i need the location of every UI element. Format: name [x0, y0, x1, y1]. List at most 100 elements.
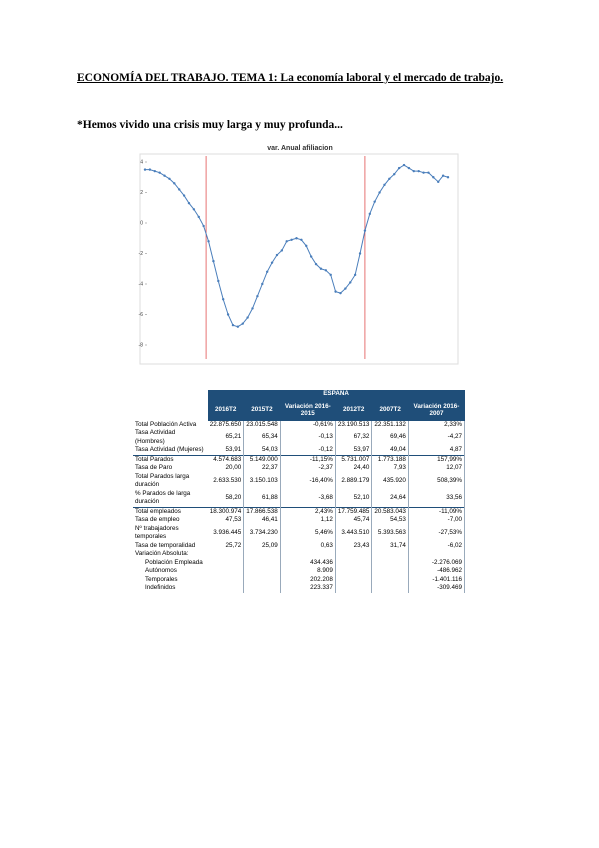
column-header: 2016T2 [207, 398, 244, 421]
table-cell: 33,56 [408, 489, 466, 507]
data-point [197, 215, 200, 219]
table-cell: 5,46% [280, 524, 336, 542]
data-point [300, 238, 303, 241]
data-point [192, 208, 196, 211]
table-cell: -27,53% [408, 524, 466, 542]
table-cell: Total Parados larga duración [135, 472, 190, 489]
data-point [383, 183, 386, 187]
table-cell: 53,97 [335, 446, 373, 455]
table-cell: -0,12 [280, 446, 336, 455]
table-cell: 2.889.179 [335, 472, 373, 490]
table-cell: 24,64 [371, 489, 409, 507]
table-row: Total Población Activa 22.875.650 23.015.5… [133, 420, 466, 429]
table-cell: Tasa de temporalidad [135, 541, 196, 549]
data-point [221, 298, 225, 301]
group-header [133, 390, 208, 399]
table-cell: Tasa de empleo [135, 516, 180, 523]
table-cell: 4.574.683 [207, 454, 245, 464]
table-cell: 2.633.530 [207, 472, 245, 490]
header-row: 2016T2 2015T2 Variación 2016-2015 2012T2 200… [133, 398, 465, 421]
data-point [407, 166, 411, 170]
data-point [324, 269, 328, 272]
table-cell [243, 567, 281, 576]
data-point [422, 171, 425, 174]
data-point [441, 174, 445, 177]
y-tick-label: 4 [140, 159, 143, 165]
data-point [153, 169, 156, 173]
table-cell: Autónomos [145, 567, 177, 574]
data-point [295, 237, 298, 240]
data-point [265, 270, 269, 273]
data-point [275, 253, 279, 257]
table-cell: Indefinidos [145, 584, 176, 591]
data-point [290, 238, 293, 241]
table-cell: 65,21 [207, 429, 245, 446]
y-tick-label: -2 [139, 251, 144, 257]
data-point [285, 240, 288, 243]
data-point [173, 182, 176, 185]
table-cell: 434.436 [280, 558, 336, 567]
data-point [207, 240, 210, 243]
data-point [427, 171, 430, 174]
data-point [261, 282, 264, 286]
table-row: Tasa de empleo 47,53 46,41 1,12 45,74 54,53 -7… [133, 516, 466, 525]
data-point [344, 287, 347, 290]
table-cell [335, 558, 373, 567]
table-cell: Nº trabajadores temporales [135, 524, 179, 541]
table-cell: -4,27 [408, 429, 466, 446]
table-cell: -0,13 [280, 429, 336, 446]
data-point [158, 171, 161, 174]
data-point [339, 291, 342, 295]
table-cell: 157,99% [408, 454, 466, 464]
table-cell: -309.469 [408, 584, 466, 593]
data-point [314, 262, 318, 266]
table-cell: -7,00 [408, 516, 466, 525]
table-cell: 3.150.103 [243, 472, 281, 490]
table-cell: 23.015.548 [243, 420, 281, 429]
table-cell [243, 558, 281, 567]
data-point [329, 273, 332, 277]
data-point [178, 188, 181, 191]
data-point [358, 252, 362, 255]
data-point [168, 177, 171, 180]
table-cell: Tasa de Paro [135, 464, 173, 471]
doc-title: ECONOMÍA DEL TRABAJO. TEMA 1: La economí… [77, 72, 504, 84]
table-cell: 23,43 [335, 541, 373, 550]
table-cell: 18.300.974 [207, 506, 245, 516]
table-cell: 69,46 [371, 429, 409, 446]
table-cell: Temporales [145, 575, 178, 583]
data-point [163, 174, 166, 177]
table-row: Nº trabajadores temporales 3.936.445 3.734… [133, 524, 466, 542]
table-cell: 25,72 [207, 541, 245, 550]
table-cell: 3.936.445 [207, 524, 245, 542]
table-cell: 54,03 [243, 446, 281, 455]
table-cell: 7,93 [371, 464, 409, 473]
table-cell: 8.909 [280, 567, 336, 576]
data-point [437, 180, 440, 184]
table-row: Tasa Actividad (Hombres) 65,21 65,34 -0,13 6… [133, 429, 466, 446]
table-cell [335, 575, 373, 584]
table-cell: 58,20 [207, 489, 245, 507]
data-point [187, 201, 191, 205]
table-cell [371, 550, 409, 559]
data-point [212, 259, 215, 263]
table-cell: 20.583.043 [371, 506, 409, 516]
table-cell: Tasa Actividad (Mujeres) [135, 446, 204, 453]
table-cell: 22.875.650 [207, 420, 245, 429]
data-point [402, 163, 406, 167]
data-point [241, 322, 244, 325]
table-row: Tasa Actividad (Mujeres) 53,91 54,03 -0,12 5… [133, 446, 466, 455]
data-point [334, 290, 337, 293]
table-cell: 24,40 [335, 464, 373, 473]
table-cell [371, 558, 409, 567]
y-tick-label: 0 [140, 220, 143, 226]
table-cell: 0,63 [280, 541, 336, 550]
table-cell: 2,43% [280, 506, 336, 516]
column-header [133, 398, 208, 421]
table-cell: 61,88 [243, 489, 281, 507]
data-point [397, 166, 401, 170]
table-cell: 45,74 [335, 516, 373, 525]
table-cell: 67,32 [335, 429, 373, 446]
table-row: Indefinidos 223.337 -309.469 [133, 584, 466, 593]
data-point [226, 313, 230, 316]
